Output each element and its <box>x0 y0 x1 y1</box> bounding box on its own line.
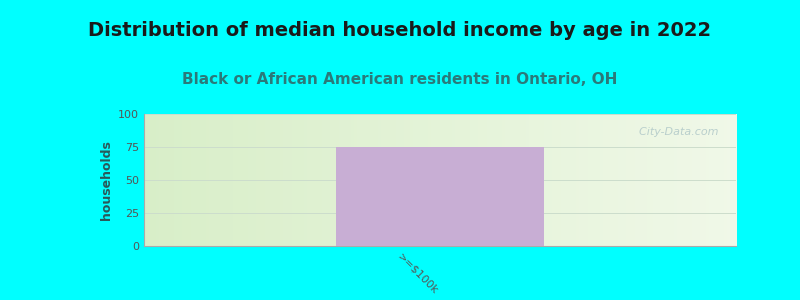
Text: City-Data.com: City-Data.com <box>632 127 718 137</box>
Bar <box>336 147 543 246</box>
Y-axis label: households: households <box>99 140 113 220</box>
Text: Black or African American residents in Ontario, OH: Black or African American residents in O… <box>182 72 618 87</box>
Text: Distribution of median household income by age in 2022: Distribution of median household income … <box>89 21 711 40</box>
